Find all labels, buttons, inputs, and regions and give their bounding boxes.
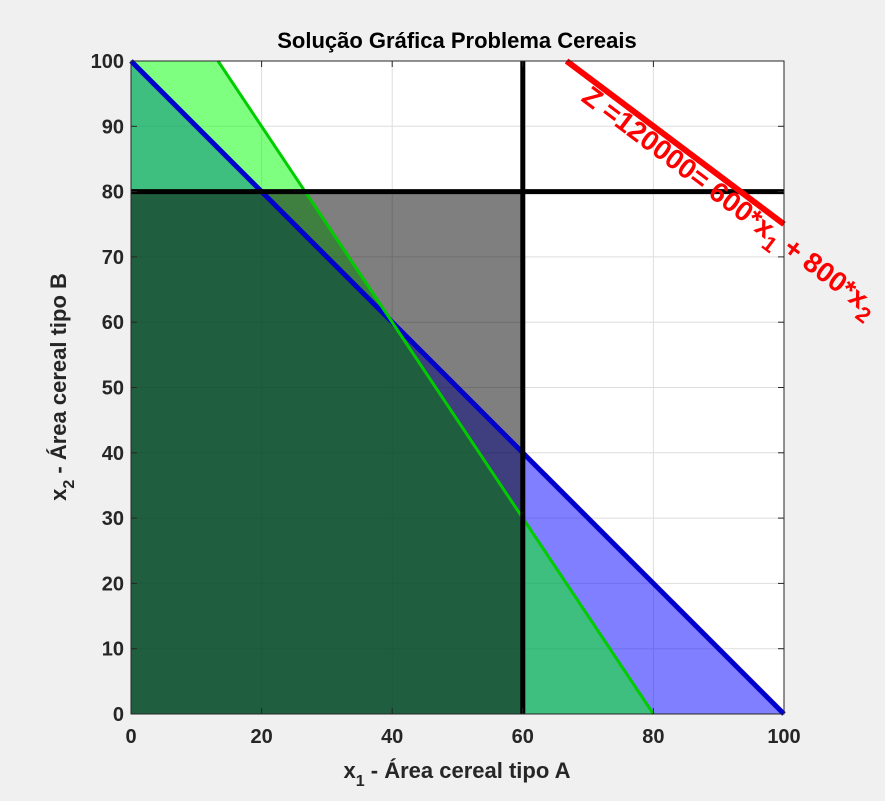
y-tick-label: 70 [102,247,124,269]
y-tick-label: 100 [91,51,124,73]
tick-marks [130,60,785,715]
y-axis-title-subscript: 2 [61,480,78,489]
x-tick-label: 0 [125,726,136,748]
constraint-lines [129,58,786,716]
x-tick-label: 80 [642,726,664,748]
chart-title: Solução Gráfica Problema Cereais [277,28,637,53]
y-tick-label: 60 [102,312,124,334]
y-axis-title-var: x [46,488,71,501]
y-tick-label: 80 [102,182,124,204]
y-tick-label: 50 [102,378,124,400]
objective-function-line [564,58,786,227]
x-axis-title-var: x [344,758,357,783]
x-tick-label: 20 [250,726,272,748]
x-tick-label: 100 [767,726,800,748]
x-axis-title-text: - Área cereal tipo A [365,758,571,783]
x-tick-label: 60 [512,726,534,748]
y-tick-label: 0 [113,704,124,726]
x-tick-labels: 0 20 40 60 80 100 [125,726,800,748]
y-axis-title-text: - Área cereal tipo B [46,273,71,480]
y-tick-labels: 0 10 20 30 40 50 60 70 80 90 100 [91,51,124,726]
x-axis-title: x1 - Área cereal tipo A [344,758,571,790]
y-tick-label: 90 [102,116,124,138]
anno-middle: + 800*x [772,227,875,315]
black-region [131,191,523,715]
x-tick-label: 40 [381,726,403,748]
blue-constraint-line [129,59,786,716]
y-tick-label: 30 [102,508,124,530]
green-constraint-line [216,60,655,715]
y-axis-title: x2 - Área cereal tipo B [46,273,78,501]
x-axis-title-subscript: 1 [356,773,365,790]
y-tick-label: 10 [102,639,124,661]
y-tick-label: 20 [102,573,124,595]
y-tick-label: 40 [102,443,124,465]
